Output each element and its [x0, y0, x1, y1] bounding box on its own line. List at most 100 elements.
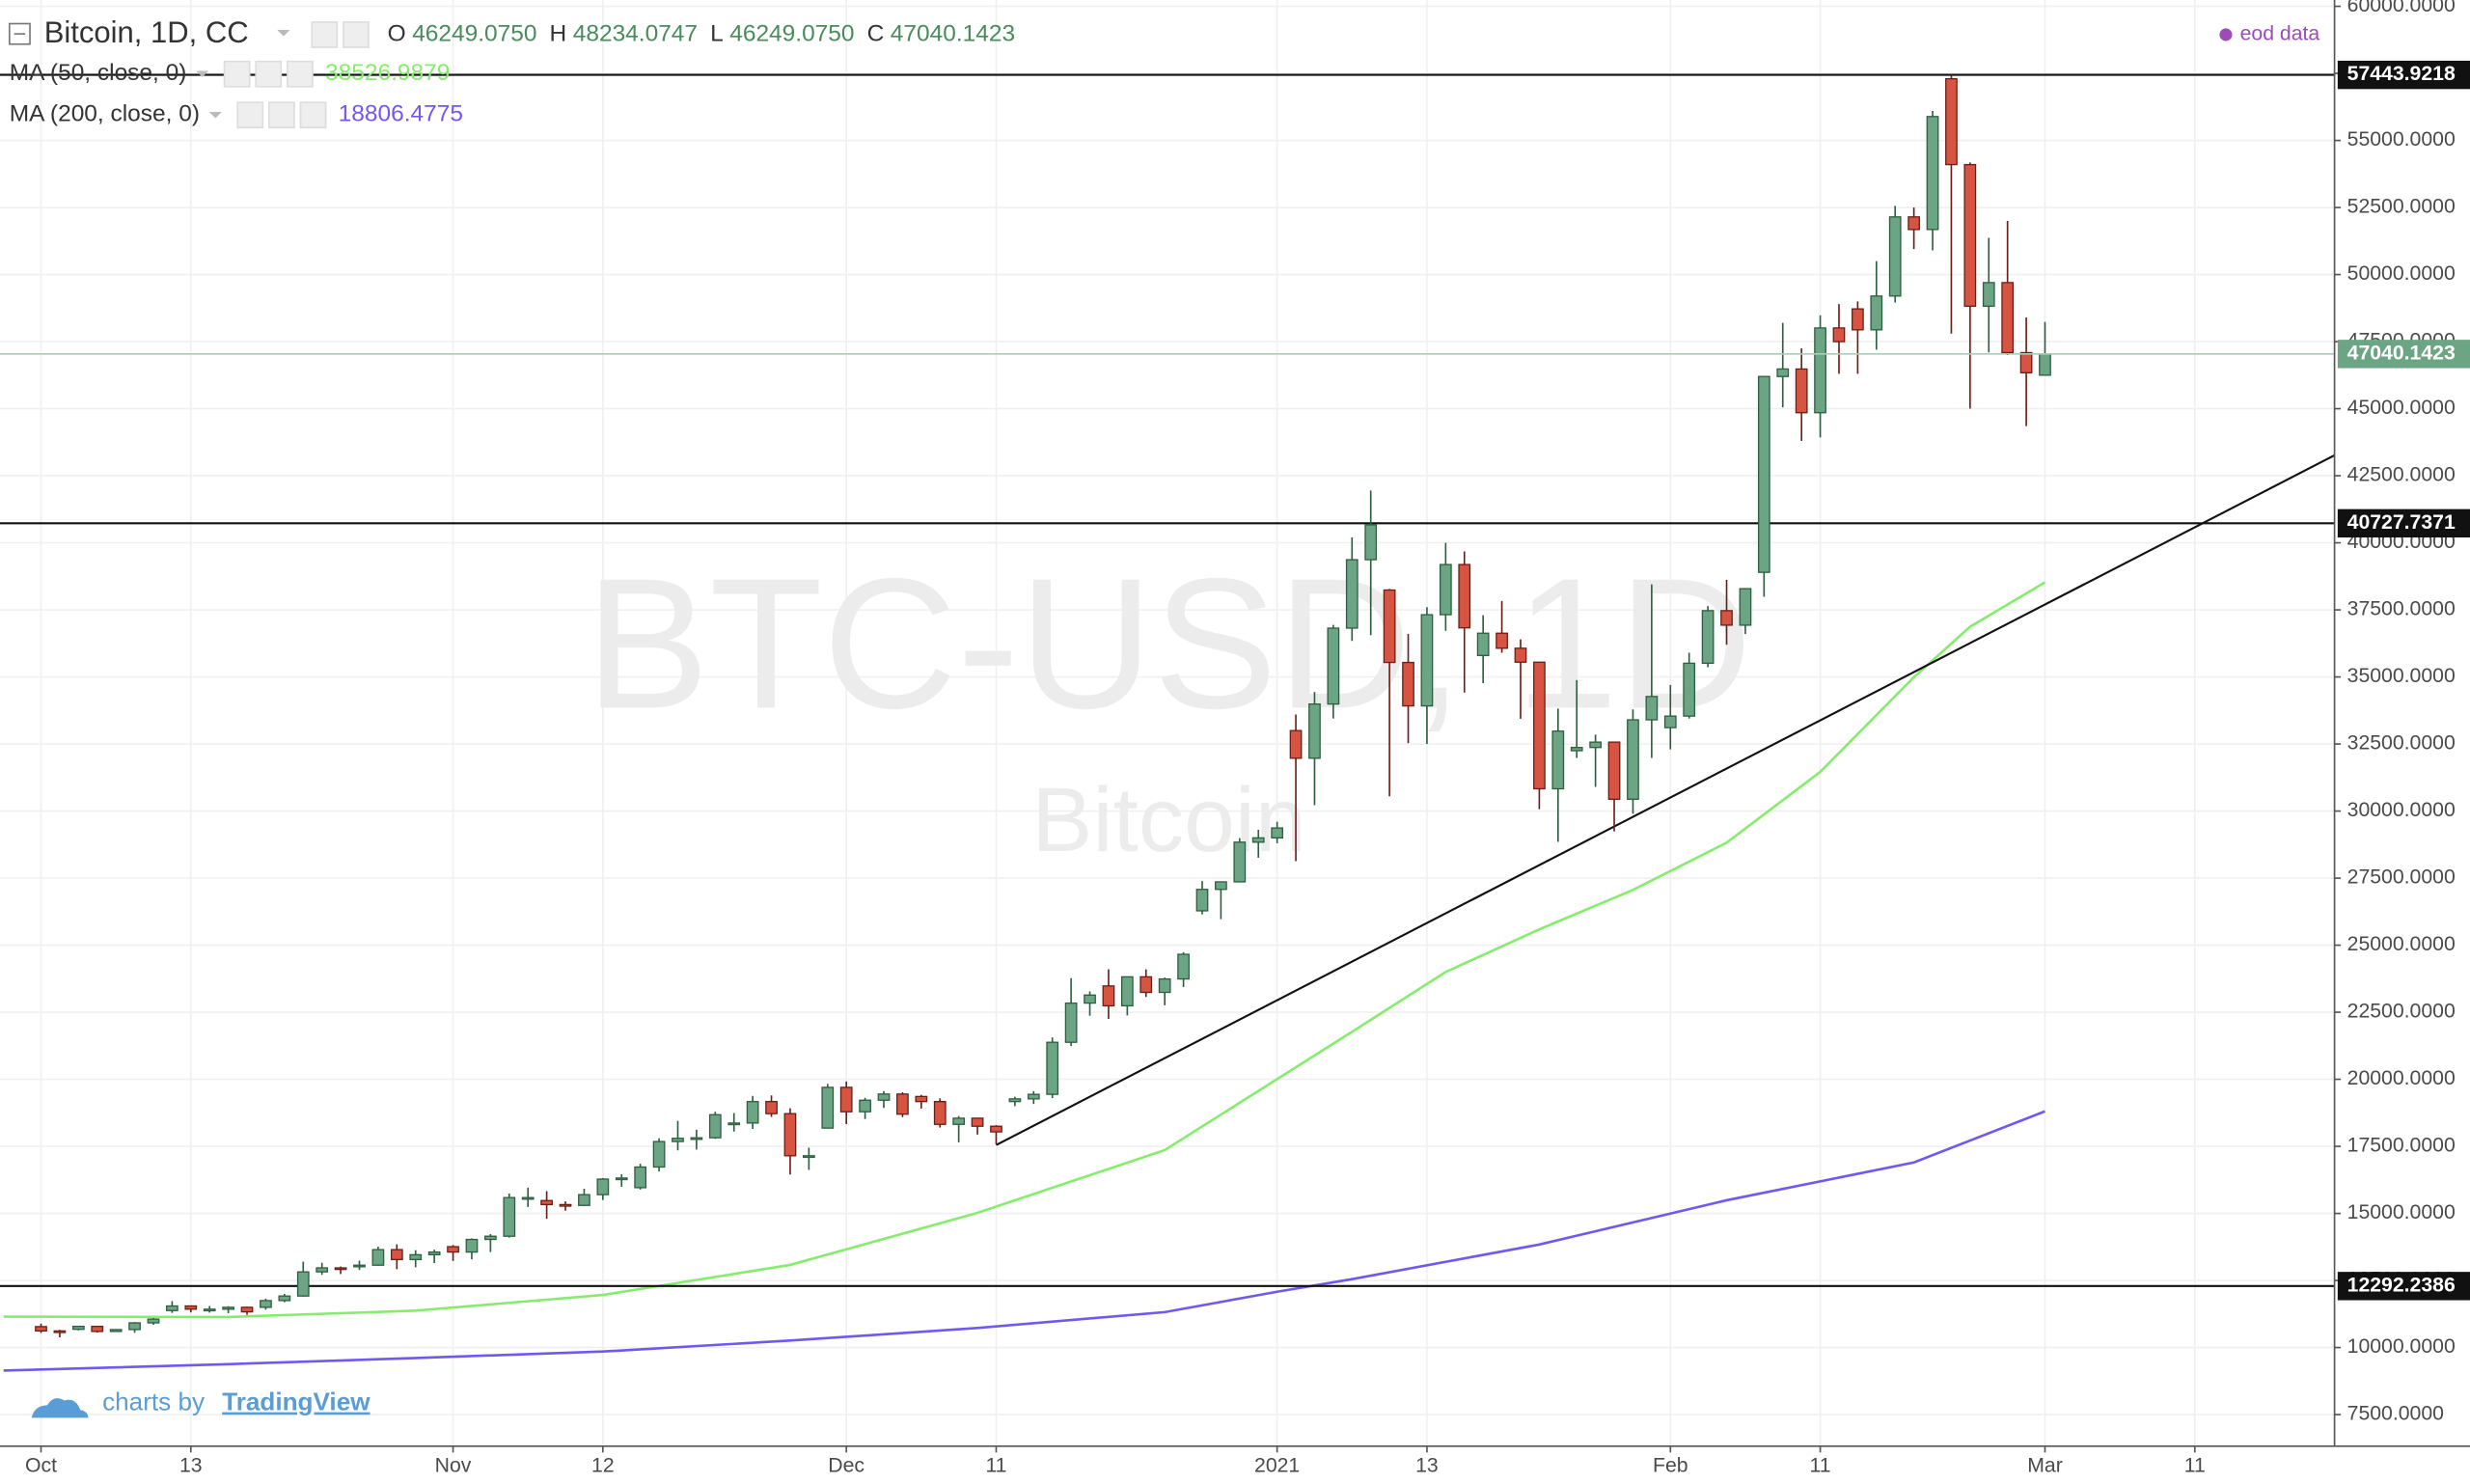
candle-body — [427, 1250, 441, 1256]
y-tick-label: 17500.0000 — [2347, 1135, 2456, 1157]
horizontal-line-label: 12292.2386 — [2347, 1274, 2456, 1296]
candle-body — [1795, 368, 1808, 414]
candle-body — [746, 1100, 759, 1124]
candle-body — [839, 1086, 853, 1113]
candle-body — [1589, 741, 1602, 749]
eod-label: eod data — [2240, 23, 2320, 45]
candle-body — [465, 1238, 479, 1253]
ohlc-values: O 46249.0750 H 48234.0747 L 46249.0750 C 47040.… — [388, 20, 1015, 46]
settings-button[interactable] — [343, 21, 370, 48]
candle-body — [971, 1117, 984, 1127]
y-tick-label: 42500.0000 — [2347, 464, 2456, 486]
ma-line — [3, 581, 2046, 1319]
credit-link[interactable]: TradingView — [222, 1388, 370, 1416]
candle-body — [1888, 216, 1902, 297]
x-tick-label: 13 — [1415, 1455, 1439, 1477]
candle-body — [240, 1306, 254, 1313]
symbol-title: Bitcoin, 1D, CC — [44, 15, 249, 49]
candle-body — [147, 1318, 160, 1324]
candle-body — [1195, 889, 1209, 912]
candle-body — [859, 1099, 871, 1113]
y-tick-label: 7500.0000 — [2347, 1403, 2444, 1425]
ohlc-value: 48234.0747 — [573, 20, 698, 46]
candle-body — [952, 1117, 966, 1125]
plot — [0, 73, 2336, 1372]
candle-body — [1701, 610, 1715, 665]
legend-menu[interactable] — [208, 111, 222, 119]
x-tick-label: 13 — [179, 1455, 203, 1477]
candle-body — [1814, 327, 1826, 414]
candle-body — [933, 1100, 947, 1125]
candle-body — [1739, 588, 1752, 626]
x-tick-label: Mar — [2027, 1455, 2063, 1477]
candle-body — [1233, 841, 1247, 883]
candle-body — [1945, 77, 1958, 166]
candle-body — [71, 1325, 85, 1331]
legend: MA (50, close, 0) 38526.9879 MA (200, clos… — [10, 60, 463, 129]
candle-body — [296, 1271, 310, 1297]
candle-body — [53, 1330, 67, 1333]
candle-body — [1345, 559, 1358, 629]
candle-body — [1327, 627, 1340, 705]
candle-body — [1570, 747, 1583, 752]
candle-body — [1139, 976, 1153, 994]
candle-body — [1982, 282, 1995, 308]
x-tick-label: 11 — [985, 1455, 1006, 1477]
candle-body — [1963, 163, 1977, 308]
legend-eye-button[interactable] — [223, 60, 251, 88]
candle-body — [1663, 715, 1677, 728]
candle-body — [1064, 1002, 1078, 1043]
candle-body — [1832, 327, 1846, 343]
candle-body — [1420, 614, 1434, 707]
candle-body — [690, 1137, 703, 1140]
candle-body — [1364, 524, 1378, 561]
candle-body — [203, 1308, 216, 1312]
horizontal-line-label-box — [2337, 508, 2470, 538]
x-tick-label: Dec — [828, 1455, 864, 1477]
candle-body — [260, 1300, 272, 1308]
legend-settings-button[interactable] — [268, 101, 295, 129]
candle-body — [1271, 827, 1284, 839]
horizontal-line-label: 40727.7371 — [2347, 511, 2456, 534]
candle-body — [1439, 563, 1452, 616]
title-menu[interactable] — [277, 30, 290, 37]
candle-body — [35, 1326, 47, 1332]
candle-body — [540, 1199, 553, 1206]
candle-body — [727, 1122, 741, 1126]
horizontal-line-label-box — [2337, 60, 2470, 90]
eye-button[interactable] — [311, 21, 339, 48]
horizontal-line-label-box — [2337, 1272, 2470, 1301]
candle-body — [2001, 282, 2015, 354]
candle-body — [447, 1246, 459, 1253]
candle-body — [2019, 351, 2033, 373]
y-tick-label: 52500.0000 — [2347, 196, 2456, 218]
legend-remove-button[interactable] — [299, 101, 327, 129]
legend-settings-button[interactable] — [255, 60, 283, 88]
candle-body — [672, 1138, 684, 1142]
candle-body — [1458, 563, 1471, 629]
y-tick-label: 10000.0000 — [2347, 1335, 2456, 1358]
legend-value: 38526.9879 — [325, 60, 450, 86]
legend-remove-button[interactable] — [287, 60, 314, 88]
candle-body — [1720, 610, 1733, 626]
legend-eye-button[interactable] — [236, 101, 264, 129]
candle-body — [1776, 368, 1790, 377]
candle-body — [353, 1264, 366, 1268]
candle-body — [896, 1093, 909, 1115]
ohlc-letter: C — [867, 20, 885, 46]
collapse-button[interactable] — [8, 22, 31, 45]
ohlc-letter: H — [550, 20, 567, 46]
legend-name: MA (50, close, 0) — [10, 60, 187, 86]
candle-body — [1008, 1098, 1022, 1103]
y-tick-label: 27500.0000 — [2347, 866, 2456, 889]
legend-menu[interactable] — [196, 70, 209, 78]
candle-body — [1402, 661, 1414, 707]
candle-body — [1476, 632, 1490, 656]
candle-body — [877, 1093, 891, 1101]
candle-body — [521, 1196, 535, 1200]
tradingview-logo — [31, 1398, 89, 1418]
ohlc-value: 46249.0750 — [412, 20, 536, 46]
watermark-sub: Bitcoin — [1031, 769, 1305, 871]
